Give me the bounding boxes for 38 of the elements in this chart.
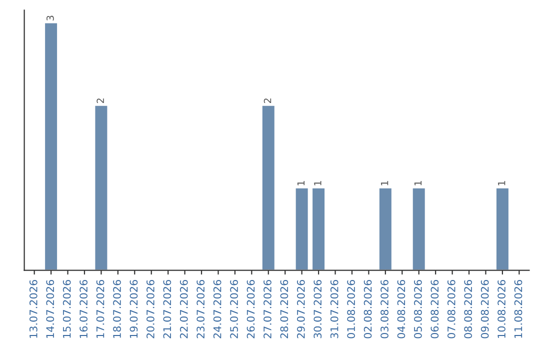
x-tick-label: 04.08.2026 xyxy=(397,280,406,338)
x-tick-label: 08.08.2026 xyxy=(464,280,472,338)
data-label: 1 xyxy=(414,181,422,186)
x-tick-label: 19.07.2026 xyxy=(130,280,138,338)
x-tick-label: 10.08.2026 xyxy=(498,280,506,338)
data-label: 2 xyxy=(96,98,104,104)
x-tick-label: 07.08.2026 xyxy=(447,280,456,338)
data-label: 1 xyxy=(297,181,305,186)
x-tick-label: 17.07.2026 xyxy=(96,280,104,338)
data-label: 1 xyxy=(314,181,322,186)
x-tick-label: 21.07.2026 xyxy=(163,280,172,338)
x-tick-label: 23.07.2026 xyxy=(196,280,205,338)
x-tick-label: 16.07.2026 xyxy=(80,280,88,338)
x-tick-label: 11.08.2026 xyxy=(514,280,522,338)
x-tick-label: 24.07.2026 xyxy=(213,280,222,338)
x-tick-label: 18.07.2026 xyxy=(113,280,121,338)
data-label: 1 xyxy=(381,181,388,186)
x-tick-label: 15.07.2026 xyxy=(62,280,71,338)
x-tick-label: 28.07.2026 xyxy=(280,280,288,338)
x-tick-label: 06.08.2026 xyxy=(430,280,439,338)
x-tick-label: 27.07.2026 xyxy=(264,280,272,338)
x-tick-label: 03.08.2026 xyxy=(380,280,388,338)
x-tick-label: 13.07.2026 xyxy=(29,280,38,338)
x-tick-label: 22.07.2026 xyxy=(180,280,188,338)
x-tick-label: 30.07.2026 xyxy=(314,280,322,338)
x-tick-label: 14.07.2026 xyxy=(46,280,54,338)
data-label: 2 xyxy=(264,98,272,104)
x-tick-label: 25.07.2026 xyxy=(230,280,238,338)
data-label: 3 xyxy=(46,16,54,20)
data-label: 1 xyxy=(498,181,506,186)
x-tick-label: 31.07.2026 xyxy=(330,280,338,338)
x-tick-label: 09.08.2026 xyxy=(480,280,489,338)
x-tick-label: 01.08.2026 xyxy=(347,280,356,338)
x-tick-label: 26.07.2026 xyxy=(246,280,255,338)
x-tick-label: 02.08.2026 xyxy=(364,280,372,338)
x-tick-label: 29.07.2026 xyxy=(296,280,305,338)
x-tick-label: 05.08.2026 xyxy=(414,280,422,338)
x-tick-label: 20.07.2026 xyxy=(146,280,154,338)
